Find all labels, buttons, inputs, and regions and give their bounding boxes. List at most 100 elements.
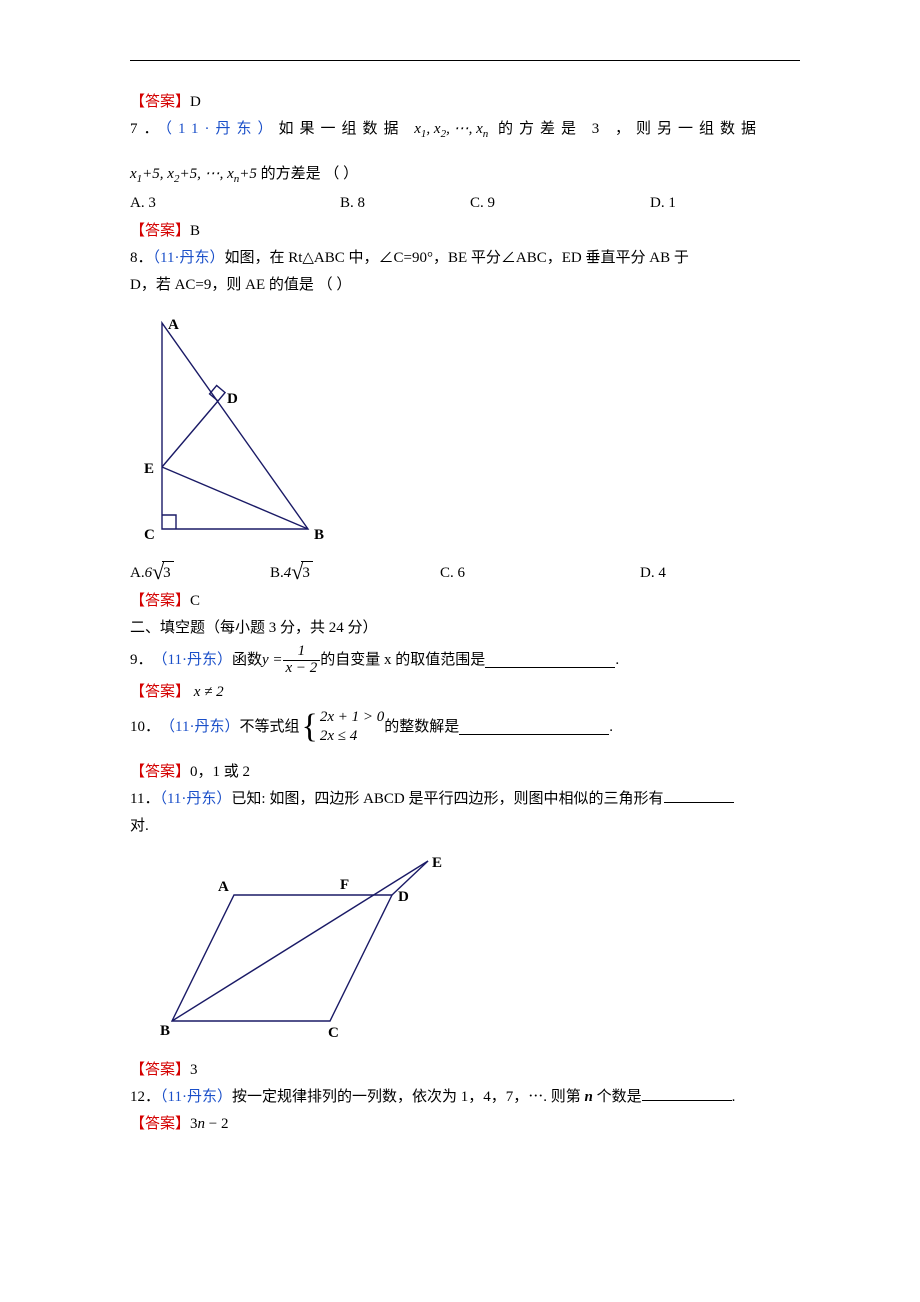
- answer-label: 【答案】: [130, 223, 190, 239]
- opt-coef: 6: [145, 562, 153, 585]
- q10-system: 2x + 1 > 0 2x ≤ 4: [320, 708, 384, 747]
- answer-6: 【答案】D: [130, 91, 800, 114]
- q7-line1: 7．（11·丹东）如果一组数据 x1, x2, ⋯, xn 的方差是 3 ，则另…: [130, 118, 800, 143]
- q8-figure: A E C B D: [130, 315, 800, 551]
- sqrt-arg: 3: [162, 561, 174, 585]
- q7-text2b: 的方差是 （ ）: [261, 166, 359, 182]
- q8-opt-a: A. 6 √3: [130, 561, 270, 585]
- svg-text:D: D: [398, 889, 409, 905]
- q10-answer: 【答案】0，1 或 2: [130, 761, 800, 784]
- svg-text:B: B: [314, 527, 324, 543]
- q9-answer: 【答案】 x ≠ 2: [130, 681, 800, 704]
- q9-blank: [485, 653, 615, 668]
- q9: 9．（11·丹东）函数 y = 1 x − 2 的自变量 x 的取值范围是 .: [130, 644, 800, 677]
- answer-label: 【答案】: [130, 593, 190, 609]
- q12-src: （11·丹东）: [160, 1089, 232, 1105]
- q10: 10．（11·丹东）不等式组 { 2x + 1 > 0 2x ≤ 4 的整数解是…: [130, 708, 800, 747]
- opt-prefix: A.: [130, 562, 145, 585]
- q12: 12．（11·丹东）按一定规律排列的一列数，依次为 1，4，7，⋯. 则第 n …: [130, 1086, 800, 1109]
- answer-label: 【答案】: [130, 1062, 190, 1078]
- q7-options: A. 3 B. 8 C. 9 D. 1: [130, 192, 800, 215]
- triangle-diagram: A E C B D: [130, 315, 350, 551]
- svg-text:E: E: [432, 855, 442, 871]
- q8-num: 8．: [130, 250, 153, 266]
- q10-pre: 不等式组: [239, 716, 299, 739]
- svg-text:A: A: [168, 317, 179, 333]
- svg-text:E: E: [144, 461, 154, 477]
- q7-text-b: 的方差是 3 ，则另一组数据: [498, 121, 762, 137]
- q8-answer: 【答案】C: [130, 590, 800, 613]
- answer-value: 3n − 2: [190, 1116, 228, 1132]
- answer-label: 【答案】: [130, 94, 190, 110]
- q9-tail: .: [615, 649, 619, 672]
- q7-num: 7．: [130, 121, 165, 137]
- answer-label: 【答案】: [130, 764, 190, 780]
- q11-text-a: 已知: 如图，四边形 ABCD 是平行四边形，则图中相似的三角形有: [231, 791, 663, 807]
- answer-value: C: [190, 593, 200, 609]
- sys-row1: 2x + 1 > 0: [320, 708, 384, 728]
- q8-opt-b: B. 4 √3: [270, 561, 440, 585]
- q12-blank: [642, 1086, 732, 1101]
- q8-opt-c: C. 6: [440, 562, 640, 585]
- q7-text-a: 如果一组数据: [278, 121, 404, 137]
- frac-num: 1: [283, 644, 321, 661]
- q8-line1: 8．（11·丹东）如图，在 Rt△ABC 中，∠C=90°，BE 平分∠ABC，…: [130, 247, 800, 270]
- svg-text:F: F: [340, 877, 349, 893]
- opt-prefix: B.: [270, 562, 284, 585]
- q8-opt-d: D. 4: [640, 562, 666, 585]
- q8-options: A. 6 √3 B. 4 √3 C. 6 D. 4: [130, 561, 800, 585]
- top-rule: [130, 60, 800, 61]
- svg-text:D: D: [227, 391, 238, 407]
- sys-row2: 2x ≤ 4: [320, 727, 384, 747]
- q12-tail: .: [732, 1089, 736, 1105]
- page: 【答案】D 7．（11·丹东）如果一组数据 x1, x2, ⋯, xn 的方差是…: [0, 0, 920, 1200]
- q11-line1: 11．（11·丹东）已知: 如图，四边形 ABCD 是平行四边形，则图中相似的三…: [130, 788, 800, 811]
- q10-num: 10．: [130, 716, 160, 739]
- q9-lhs: y =: [262, 649, 283, 672]
- section-2-heading: 二、填空题（每小题 3 分，共 24 分）: [130, 617, 800, 640]
- q7-line2: x1+5, x2+5, ⋯, xn+5 的方差是 （ ）: [130, 163, 800, 188]
- q7-opt-a: A. 3: [130, 192, 340, 215]
- svg-text:B: B: [160, 1023, 170, 1039]
- q11-src: （11·丹东）: [159, 791, 231, 807]
- q11-line2: 对.: [130, 815, 800, 838]
- q12-answer: 【答案】3n − 2: [130, 1113, 800, 1136]
- brace-icon: {: [301, 712, 317, 743]
- answer-value: B: [190, 223, 200, 239]
- q9-num: 9．: [130, 649, 153, 672]
- answer-value: 3: [190, 1062, 198, 1078]
- svg-text:C: C: [144, 527, 155, 543]
- q10-blank: [459, 720, 609, 735]
- q9-pre: 函数: [232, 649, 262, 672]
- q10-tail: .: [609, 716, 613, 739]
- q9-src: （11·丹东）: [153, 649, 232, 672]
- q7-opt-d: D. 1: [650, 192, 676, 215]
- answer-value: D: [190, 94, 201, 110]
- q9-post: 的自变量 x 的取值范围是: [320, 649, 485, 672]
- q8-text-a: 如图，在 Rt△ABC 中，∠C=90°，BE 平分∠ABC，ED 垂直平分 A…: [224, 250, 688, 266]
- parallelogram-diagram: A B C D E F: [160, 853, 460, 1053]
- q8-line2: D，若 AC=9，则 AE 的值是 （ ）: [130, 274, 800, 297]
- q8-text-b: D，若 AC=9，则 AE 的值是 （ ）: [130, 277, 351, 293]
- q8-src: （11·丹东）: [153, 250, 225, 266]
- opt-coef: 4: [284, 562, 292, 585]
- q10-post: 的整数解是: [384, 716, 459, 739]
- frac-den: x − 2: [283, 661, 321, 677]
- q10-src: （11·丹东）: [160, 716, 239, 739]
- q11-figure: A B C D E F: [160, 853, 800, 1053]
- q7-src: （11·丹东）: [165, 121, 279, 137]
- sqrt-icon: √3: [152, 561, 174, 585]
- answer-label: 【答案】: [130, 684, 190, 700]
- q7-seq: x1, x2, ⋯, xn: [414, 121, 488, 137]
- q12-num: 12．: [130, 1089, 160, 1105]
- q12-text: 按一定规律排列的一列数，依次为 1，4，7，⋯. 则第 n 个数是: [232, 1089, 642, 1105]
- q7-opt-b: B. 8: [340, 192, 470, 215]
- q11-num: 11．: [130, 791, 159, 807]
- q7-opt-c: C. 9: [470, 192, 650, 215]
- sqrt-arg: 3: [301, 561, 313, 585]
- q11-answer: 【答案】3: [130, 1059, 800, 1082]
- sqrt-icon: √3: [291, 561, 313, 585]
- answer-label: 【答案】: [130, 1116, 190, 1132]
- answer-value: 0，1 或 2: [190, 764, 250, 780]
- q9-frac: 1 x − 2: [283, 644, 321, 677]
